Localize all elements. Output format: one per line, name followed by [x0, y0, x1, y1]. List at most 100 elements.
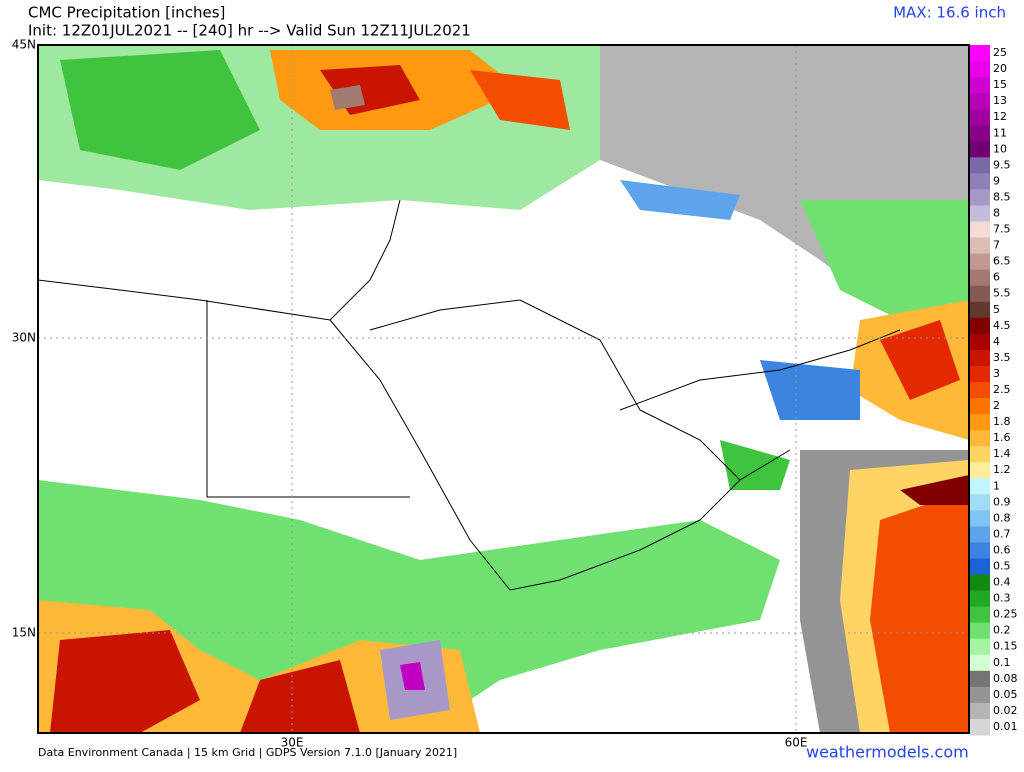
- legend-swatch: [970, 77, 990, 94]
- legend-swatch: [970, 285, 990, 303]
- legend-swatch: [970, 301, 990, 319]
- precip-area: [470, 70, 570, 130]
- legend-swatch: [970, 670, 990, 688]
- legend-label: 6.5: [993, 255, 1011, 268]
- legend-swatch: [970, 494, 990, 511]
- legend-swatch: [970, 365, 990, 383]
- legend-label: 15: [993, 78, 1007, 91]
- legend-label: 0.1: [993, 656, 1011, 669]
- legend-label: 0.3: [993, 592, 1011, 605]
- legend-swatch: [970, 526, 990, 543]
- data-credit: Data Environment Canada | 15 km Grid | G…: [38, 746, 457, 759]
- legend-label: 3.5: [993, 351, 1011, 364]
- legend-label: 5.5: [993, 287, 1011, 300]
- legend-swatch: [970, 173, 990, 190]
- legend-swatch: [970, 398, 990, 415]
- precip-area: [400, 662, 425, 690]
- legend-swatch: [970, 157, 990, 174]
- legend-label: 1.4: [993, 447, 1011, 460]
- legend-swatch: [970, 317, 990, 335]
- legend-swatch: [970, 221, 990, 239]
- legend-label: 2: [993, 399, 1000, 412]
- precip-area: [330, 85, 365, 110]
- legend-swatch: [970, 478, 990, 495]
- legend-swatch: [970, 430, 990, 447]
- axis-labels: 45N 30N 15N 30E 60E: [12, 38, 808, 750]
- lat-label: 15N: [12, 626, 36, 640]
- legend-label: 0.15: [993, 640, 1018, 653]
- legend-swatch: [970, 638, 990, 656]
- legend-label: 5: [993, 303, 1000, 316]
- legend-label: 0.6: [993, 543, 1011, 556]
- legend-label: 3: [993, 367, 1000, 380]
- legend-label: 10: [993, 142, 1007, 155]
- legend-swatch: [970, 558, 990, 576]
- coastline: [369, 299, 741, 481]
- max-value: MAX: 16.6 inch: [893, 4, 1006, 22]
- coastline: [329, 319, 791, 591]
- legend-label: 12: [993, 110, 1007, 123]
- lon-label: 30E: [281, 736, 304, 750]
- lon-label: 60E: [785, 736, 808, 750]
- legend-label: 1.2: [993, 463, 1011, 476]
- legend-label: 0.5: [993, 560, 1011, 573]
- legend-swatch: [970, 510, 990, 527]
- legend-label: 0.02: [993, 704, 1018, 717]
- precip-area: [800, 200, 969, 330]
- site-watermark: weathermodels.com: [806, 743, 969, 762]
- legend-label: 8.5: [993, 190, 1011, 203]
- legend-swatch: [970, 109, 990, 126]
- legend-swatch: [970, 574, 990, 592]
- legend-swatch: [970, 349, 990, 367]
- legend-swatch: [970, 590, 990, 608]
- legend-swatch: [970, 125, 990, 142]
- legend-label: 7: [993, 239, 1000, 252]
- legend-label: 9.5: [993, 158, 1011, 171]
- legend-swatch: [970, 269, 990, 287]
- legend-label: 0.2: [993, 624, 1011, 637]
- legend-label: 9: [993, 174, 1000, 187]
- legend-swatch: [970, 61, 990, 78]
- legend-label: 0.4: [993, 576, 1011, 589]
- legend-label: 13: [993, 94, 1007, 107]
- legend-label: 6: [993, 271, 1000, 284]
- precip-area: [620, 180, 740, 220]
- legend-swatch: [970, 253, 990, 271]
- coastlines: [37, 199, 901, 591]
- legend-label: 8: [993, 206, 1000, 219]
- precip-field: [38, 45, 969, 733]
- legend-label: 0.25: [993, 608, 1018, 621]
- legend-swatch: [970, 141, 990, 158]
- legend-label: 1.6: [993, 431, 1011, 444]
- legend-label: 0.05: [993, 688, 1018, 701]
- legend-label: 7.5: [993, 223, 1011, 236]
- legend-swatch: [970, 622, 990, 640]
- legend-label: 2.5: [993, 383, 1011, 396]
- legend-label: 0.01: [993, 720, 1018, 733]
- precip-area: [60, 50, 260, 170]
- precip-area: [760, 360, 860, 420]
- legend-label: 0.9: [993, 495, 1011, 508]
- legend-label: 4: [993, 335, 1000, 348]
- legend-swatch: [970, 718, 990, 736]
- legend-swatch: [970, 189, 990, 206]
- legend-label: 0.8: [993, 511, 1011, 524]
- legend-label: 1: [993, 479, 1000, 492]
- precip-area: [900, 475, 969, 505]
- lat-label: 30N: [12, 331, 36, 345]
- legend-swatch: [970, 702, 990, 720]
- legend-swatch: [970, 686, 990, 704]
- legend-swatch: [970, 381, 990, 399]
- legend-swatch: [970, 446, 990, 463]
- border: [206, 300, 410, 498]
- legend-swatch: [970, 654, 990, 672]
- legend-label: 0.7: [993, 527, 1011, 540]
- legend-label: 4.5: [993, 319, 1011, 332]
- legend-label: 0.08: [993, 672, 1018, 685]
- legend-swatch: [970, 414, 990, 431]
- legend-swatch: [970, 542, 990, 559]
- legend-swatch: [970, 237, 990, 255]
- lat-label: 45N: [12, 38, 36, 52]
- precip-area: [870, 490, 969, 733]
